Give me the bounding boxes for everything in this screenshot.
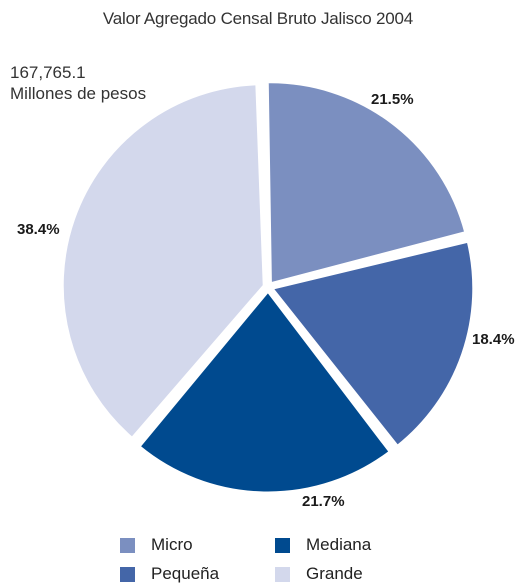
legend-swatch-grande (275, 566, 290, 582)
slice-label-grande: 38.4% (17, 221, 60, 238)
legend-label-pequena: Pequeña (151, 564, 220, 583)
legend-item-grande: Grande (275, 564, 363, 584)
total-value-label: 167,765.1 Millones de pesos (10, 62, 146, 104)
pie-slice-micro (265, 80, 468, 286)
legend-item-micro: Micro (120, 535, 193, 555)
slice-label-mediana: 21.7% (302, 493, 345, 510)
legend-swatch-pequena (120, 566, 135, 582)
legend-label-mediana: Mediana (306, 535, 372, 554)
pie-slice-pequena (269, 239, 476, 449)
total-unit: Millones de pesos (10, 84, 147, 103)
legend-swatch-micro (120, 537, 135, 553)
slice-label-pequena: 18.4% (472, 331, 515, 348)
total-value: 167,765.1 (10, 63, 86, 82)
legend-swatch-mediana (275, 537, 290, 553)
legend-label-grande: Grande (306, 564, 363, 583)
pie-slice-grande (60, 82, 266, 441)
chart-title: Valor Agregado Censal Bruto Jalisco 2004 (102, 9, 414, 28)
legend-item-mediana: Mediana (275, 535, 371, 555)
legend-item-pequena: Pequeña (120, 564, 219, 584)
slice-label-micro: 21.5% (371, 91, 414, 108)
legend-label-micro: Micro (151, 535, 193, 554)
pie-slice-mediana (136, 288, 393, 495)
